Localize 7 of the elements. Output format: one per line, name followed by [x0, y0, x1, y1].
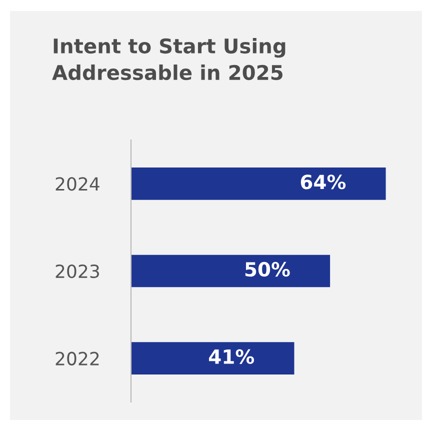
- chart-title: Intent to Start Using Addressable in 2025: [52, 38, 286, 80]
- y-tick-label: 2024: [56, 177, 100, 191]
- y-tick-label: 2022: [56, 352, 99, 366]
- y-tick-label: 2023: [56, 264, 99, 278]
- data-label: 41%: [208, 349, 254, 364]
- data-label: 64%: [300, 174, 346, 190]
- data-label: 50%: [245, 262, 290, 277]
